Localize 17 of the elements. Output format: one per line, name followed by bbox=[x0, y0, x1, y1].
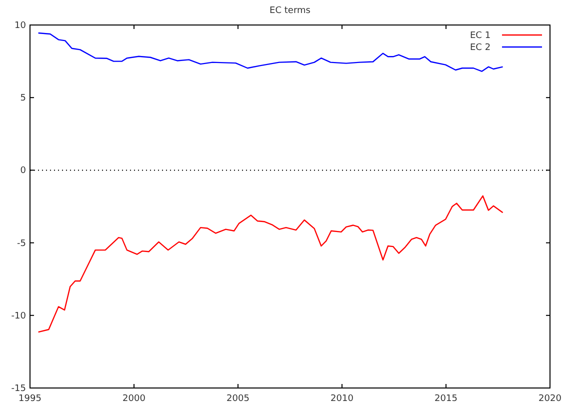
chart-title: EC terms bbox=[270, 6, 311, 16]
x-tick-label: 1995 bbox=[18, 394, 42, 404]
legend-label: EC 2 bbox=[470, 43, 491, 53]
x-tick-label: 2020 bbox=[538, 394, 562, 404]
legend-label: EC 1 bbox=[470, 31, 491, 41]
y-tick-label: -15 bbox=[11, 384, 26, 394]
y-tick-label: 5 bbox=[20, 94, 26, 104]
y-tick-label: 10 bbox=[14, 21, 26, 31]
y-tick-label: -10 bbox=[11, 311, 26, 322]
x-tick-label: 2010 bbox=[330, 394, 354, 404]
x-tick-label: 2005 bbox=[226, 394, 250, 404]
line-series bbox=[38, 32, 504, 72]
x-tick-label: 2000 bbox=[122, 394, 146, 404]
x-tick-label: 2015 bbox=[434, 394, 458, 404]
y-tick-label: 0 bbox=[20, 166, 26, 176]
line-series bbox=[38, 195, 504, 333]
y-tick-label: -5 bbox=[17, 238, 26, 249]
